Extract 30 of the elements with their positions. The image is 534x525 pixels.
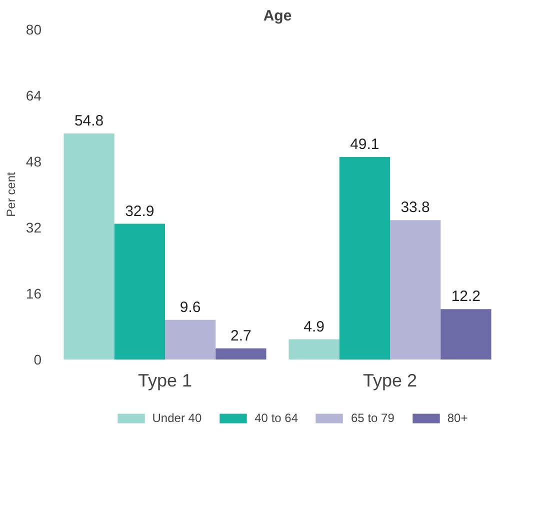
x-tick-label: Type 2 [362, 370, 418, 390]
data-label: 49.1 [350, 136, 380, 153]
y-tick-label: 32 [26, 220, 42, 236]
bar [114, 224, 165, 360]
y-axis-title: Per cent [4, 171, 18, 217]
legend-label: 80+ [447, 411, 468, 425]
data-label: 54.8 [74, 112, 104, 130]
bar [216, 348, 266, 360]
y-tick-label: 16 [26, 286, 42, 302]
y-tick-label: 80 [26, 22, 42, 38]
bar [165, 320, 216, 360]
bar [390, 220, 441, 360]
legend-label: 65 to 79 [351, 411, 394, 425]
legend-label: Under 40 [152, 411, 202, 425]
data-label: 32.9 [125, 202, 154, 220]
data-label: 2.7 [230, 327, 252, 344]
data-label: 9.6 [180, 298, 201, 316]
bar [64, 133, 114, 360]
y-tick-label: 64 [26, 88, 42, 104]
data-label: 4.9 [304, 318, 324, 336]
chart-title: Age [263, 8, 292, 24]
bar [288, 339, 340, 360]
bar [440, 309, 492, 360]
legend-label: 40 to 64 [254, 411, 298, 425]
y-tick-label: 0 [34, 352, 42, 368]
data-label: 33.8 [400, 199, 430, 216]
data-label: 12.2 [451, 288, 481, 306]
bar [339, 156, 390, 360]
y-tick-label: 48 [26, 154, 42, 170]
x-tick-label: Type 1 [138, 370, 192, 390]
